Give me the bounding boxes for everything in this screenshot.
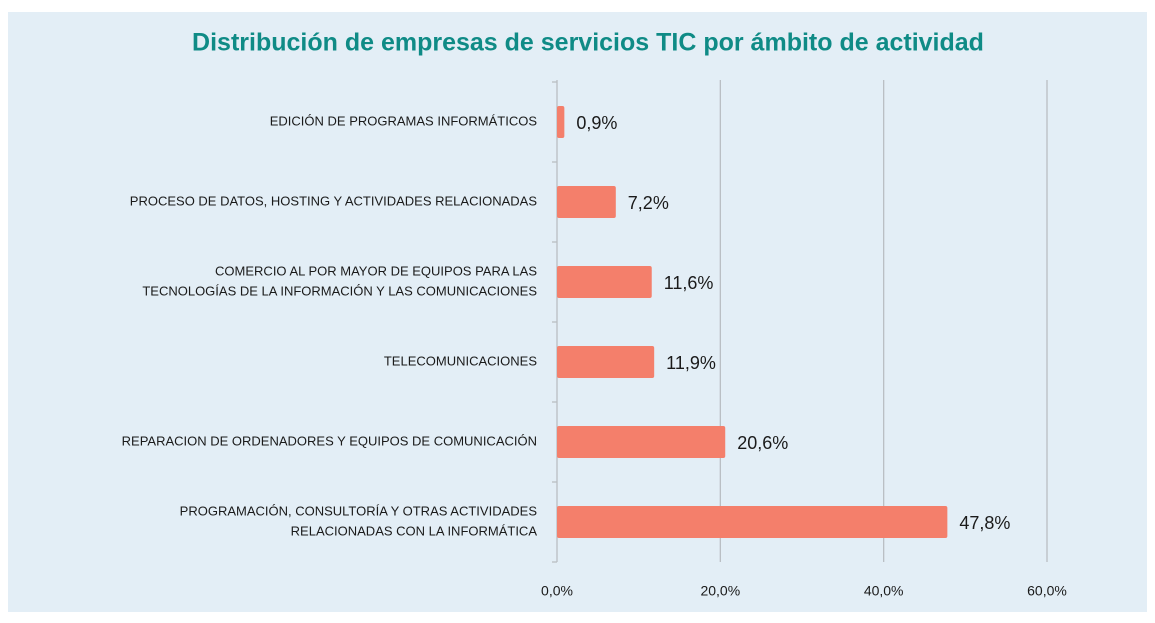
- category-label: RELACIONADAS CON LA INFORMÁTICA: [291, 523, 538, 538]
- bar: [557, 106, 565, 138]
- category-label: TELECOMUNICACIONES: [384, 353, 537, 368]
- chart-title: Distribución de empresas de servicios TI…: [192, 29, 984, 57]
- bar: [557, 186, 616, 218]
- category-label: COMERCIO AL POR MAYOR DE EQUIPOS PARA LA…: [215, 263, 537, 278]
- bar: [557, 266, 652, 298]
- category-label: EDICIÓN DE PROGRAMAS INFORMÁTICOS: [270, 113, 538, 128]
- value-label: 0,9%: [576, 113, 617, 133]
- bar: [557, 506, 948, 538]
- category-label: PROCESO DE DATOS, HOSTING Y ACTIVIDADES …: [130, 193, 538, 208]
- value-label: 11,6%: [664, 273, 714, 293]
- category-label: TECNOLOGÍAS DE LA INFORMACIÓN Y LAS COMU…: [142, 283, 537, 298]
- x-tick-label: 20,0%: [700, 583, 740, 599]
- x-tick-label: 40,0%: [864, 583, 904, 599]
- x-tick-label: 0,0%: [541, 583, 573, 599]
- category-label: PROGRAMACIÓN, CONSULTORÍA Y OTRAS ACTIVI…: [180, 503, 538, 518]
- value-label: 20,6%: [737, 433, 788, 453]
- value-label: 11,9%: [666, 353, 716, 373]
- category-label: REPARACION DE ORDENADORES Y EQUIPOS DE C…: [122, 433, 537, 448]
- bar: [557, 426, 726, 458]
- value-label: 7,2%: [628, 193, 669, 213]
- x-tick-label: 60,0%: [1027, 583, 1067, 599]
- value-label: 47,8%: [959, 513, 1010, 533]
- bar: [557, 346, 655, 378]
